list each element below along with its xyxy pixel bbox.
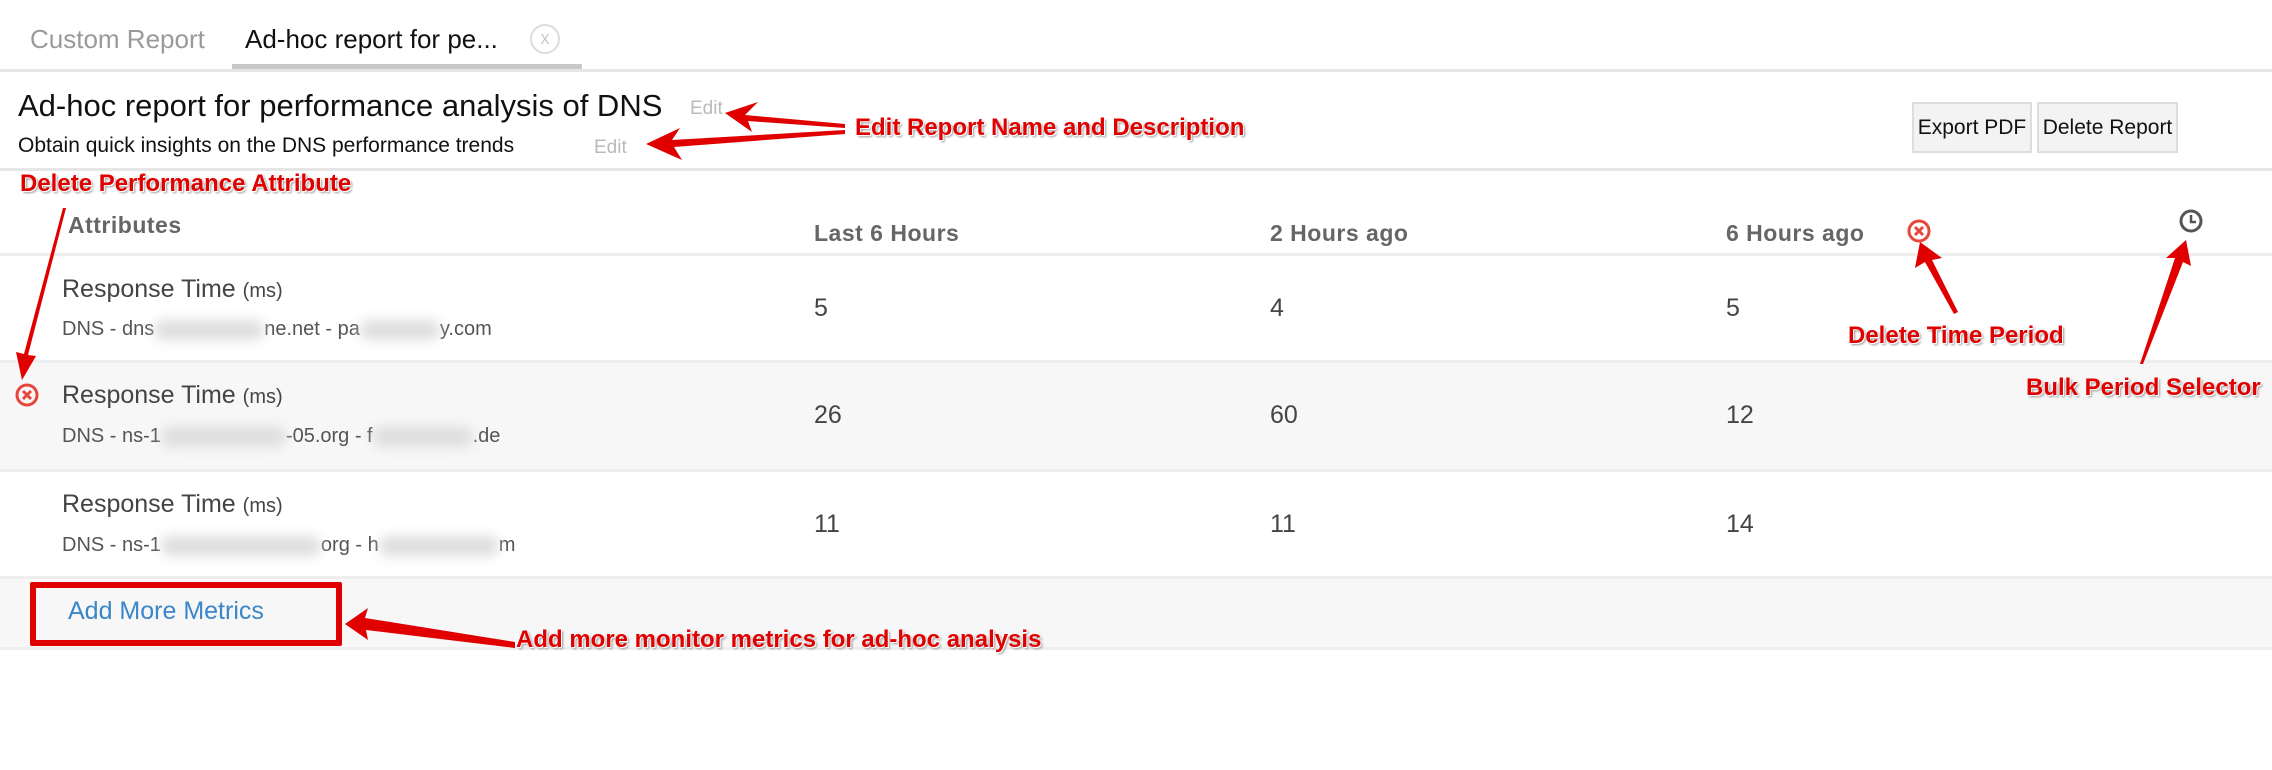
monitor-name: DNS - dns ne.net - pa y.com xyxy=(62,318,492,340)
arrow-bulk-selector xyxy=(2140,240,2191,364)
value-cell: 5 xyxy=(814,294,828,322)
delete-attribute-icon[interactable] xyxy=(14,382,40,408)
tab-label: Ad-hoc report for pe... xyxy=(245,24,498,54)
monitor-name: DNS - ns-1 -05.org - f .de xyxy=(62,425,501,447)
header-attributes: Attributes xyxy=(68,212,182,238)
table-row: Response Time (ms) DNS - ns-1 -05.org - f… xyxy=(0,363,2272,472)
close-tab-icon[interactable]: x xyxy=(530,24,560,54)
add-metrics-row: Add More Metrics xyxy=(0,579,2272,650)
edit-description-link[interactable]: Edit xyxy=(594,137,627,158)
value-cell: 14 xyxy=(1726,510,1754,538)
arrow-delete-attribute xyxy=(16,208,66,380)
value-cell: 11 xyxy=(814,510,840,538)
divider xyxy=(0,253,2272,256)
annotation-highlight-box xyxy=(30,582,342,646)
arrow-add-more xyxy=(345,608,515,648)
export-pdf-button[interactable]: Export PDF xyxy=(1912,102,2032,153)
divider xyxy=(0,168,2272,171)
delete-report-button[interactable]: Delete Report xyxy=(2037,102,2178,153)
annotation-bulk-selector: Bulk Period Selector xyxy=(2026,374,2261,401)
annotation-edit: Edit Report Name and Description xyxy=(855,114,1245,141)
metric-name: Response Time (ms) xyxy=(62,490,283,518)
value-cell: 12 xyxy=(1726,401,1754,429)
metric-name: Response Time (ms) xyxy=(62,381,283,409)
arrow-edit-desc xyxy=(646,128,845,160)
divider xyxy=(0,69,2272,72)
header-period-2: 2 Hours ago xyxy=(1270,220,1409,246)
value-cell: 4 xyxy=(1270,294,1284,322)
table-row: Response Time (ms) DNS - dns ne.net - pa y… xyxy=(0,256,2272,363)
metric-name: Response Time (ms) xyxy=(62,275,283,303)
value-cell: 26 xyxy=(814,401,842,429)
header-period-1: Last 6 Hours xyxy=(814,220,960,246)
arrow-delete-period xyxy=(1915,242,1958,314)
header-period-3: 6 Hours ago xyxy=(1726,220,1865,246)
value-cell: 60 xyxy=(1270,401,1298,429)
annotation-delete-period: Delete Time Period xyxy=(1848,322,2064,349)
value-cell: 11 xyxy=(1270,510,1296,538)
annotation-add-more: Add more monitor metrics for ad-hoc anal… xyxy=(516,626,1042,653)
delete-period-icon[interactable] xyxy=(1906,218,1932,244)
tab-custom-report[interactable]: Custom Report xyxy=(30,24,205,54)
clock-icon[interactable] xyxy=(2178,208,2204,234)
arrow-edit-title xyxy=(725,102,845,132)
report-title: Ad-hoc report for performance analysis o… xyxy=(18,88,663,123)
value-cell: 5 xyxy=(1726,294,1740,322)
tab-adhoc-report[interactable]: Ad-hoc report for pe... xyxy=(232,22,582,70)
add-more-metrics-link[interactable]: Add More Metrics xyxy=(68,597,264,625)
edit-title-link[interactable]: Edit xyxy=(690,98,723,119)
report-description: Obtain quick insights on the DNS perform… xyxy=(18,134,515,157)
annotation-delete-attribute: Delete Performance Attribute xyxy=(20,170,352,197)
